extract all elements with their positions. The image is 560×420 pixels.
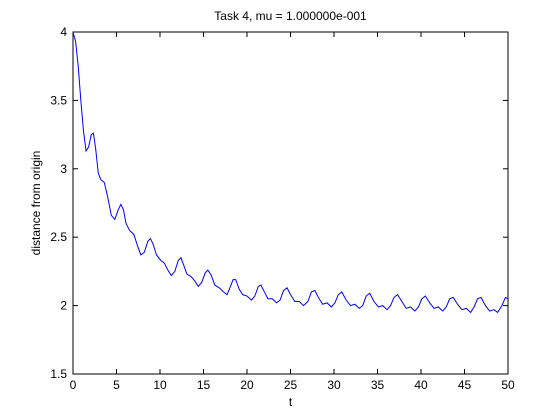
y-tick-label: 3 — [60, 162, 67, 176]
x-tick-label: 15 — [197, 378, 211, 392]
y-tick-label: 3.5 — [50, 93, 67, 107]
ticks-layer: 0 5 10 15 20 25 30 35 40 45 50 1.5 2 2.5 3 3.5 4 — [50, 25, 515, 392]
x-tick-label: 5 — [113, 378, 120, 392]
x-tick-label: 40 — [414, 378, 428, 392]
x-tick-label: 45 — [458, 378, 472, 392]
x-tick-label: 10 — [153, 378, 167, 392]
series-line — [72, 31, 509, 314]
x-tick-label: 20 — [240, 378, 254, 392]
y-tick-label: 4 — [60, 25, 67, 39]
axes-box — [72, 31, 509, 375]
y-tick-label: 1.5 — [50, 367, 67, 381]
x-tick-label: 35 — [371, 378, 385, 392]
x-tick-label: 0 — [70, 378, 77, 392]
series-layer — [72, 31, 509, 314]
y-axis-title: distance from origin — [29, 151, 43, 256]
y-tick-label: 2.5 — [50, 230, 67, 244]
x-axis-title: t — [289, 395, 293, 409]
x-tick-label: 50 — [501, 378, 515, 392]
x-tick-label: 30 — [327, 378, 341, 392]
x-tick-label: 25 — [284, 378, 298, 392]
y-tick-label: 2 — [60, 299, 67, 313]
chart-title: Task 4, mu = 1.000000e-001 — [214, 9, 367, 23]
